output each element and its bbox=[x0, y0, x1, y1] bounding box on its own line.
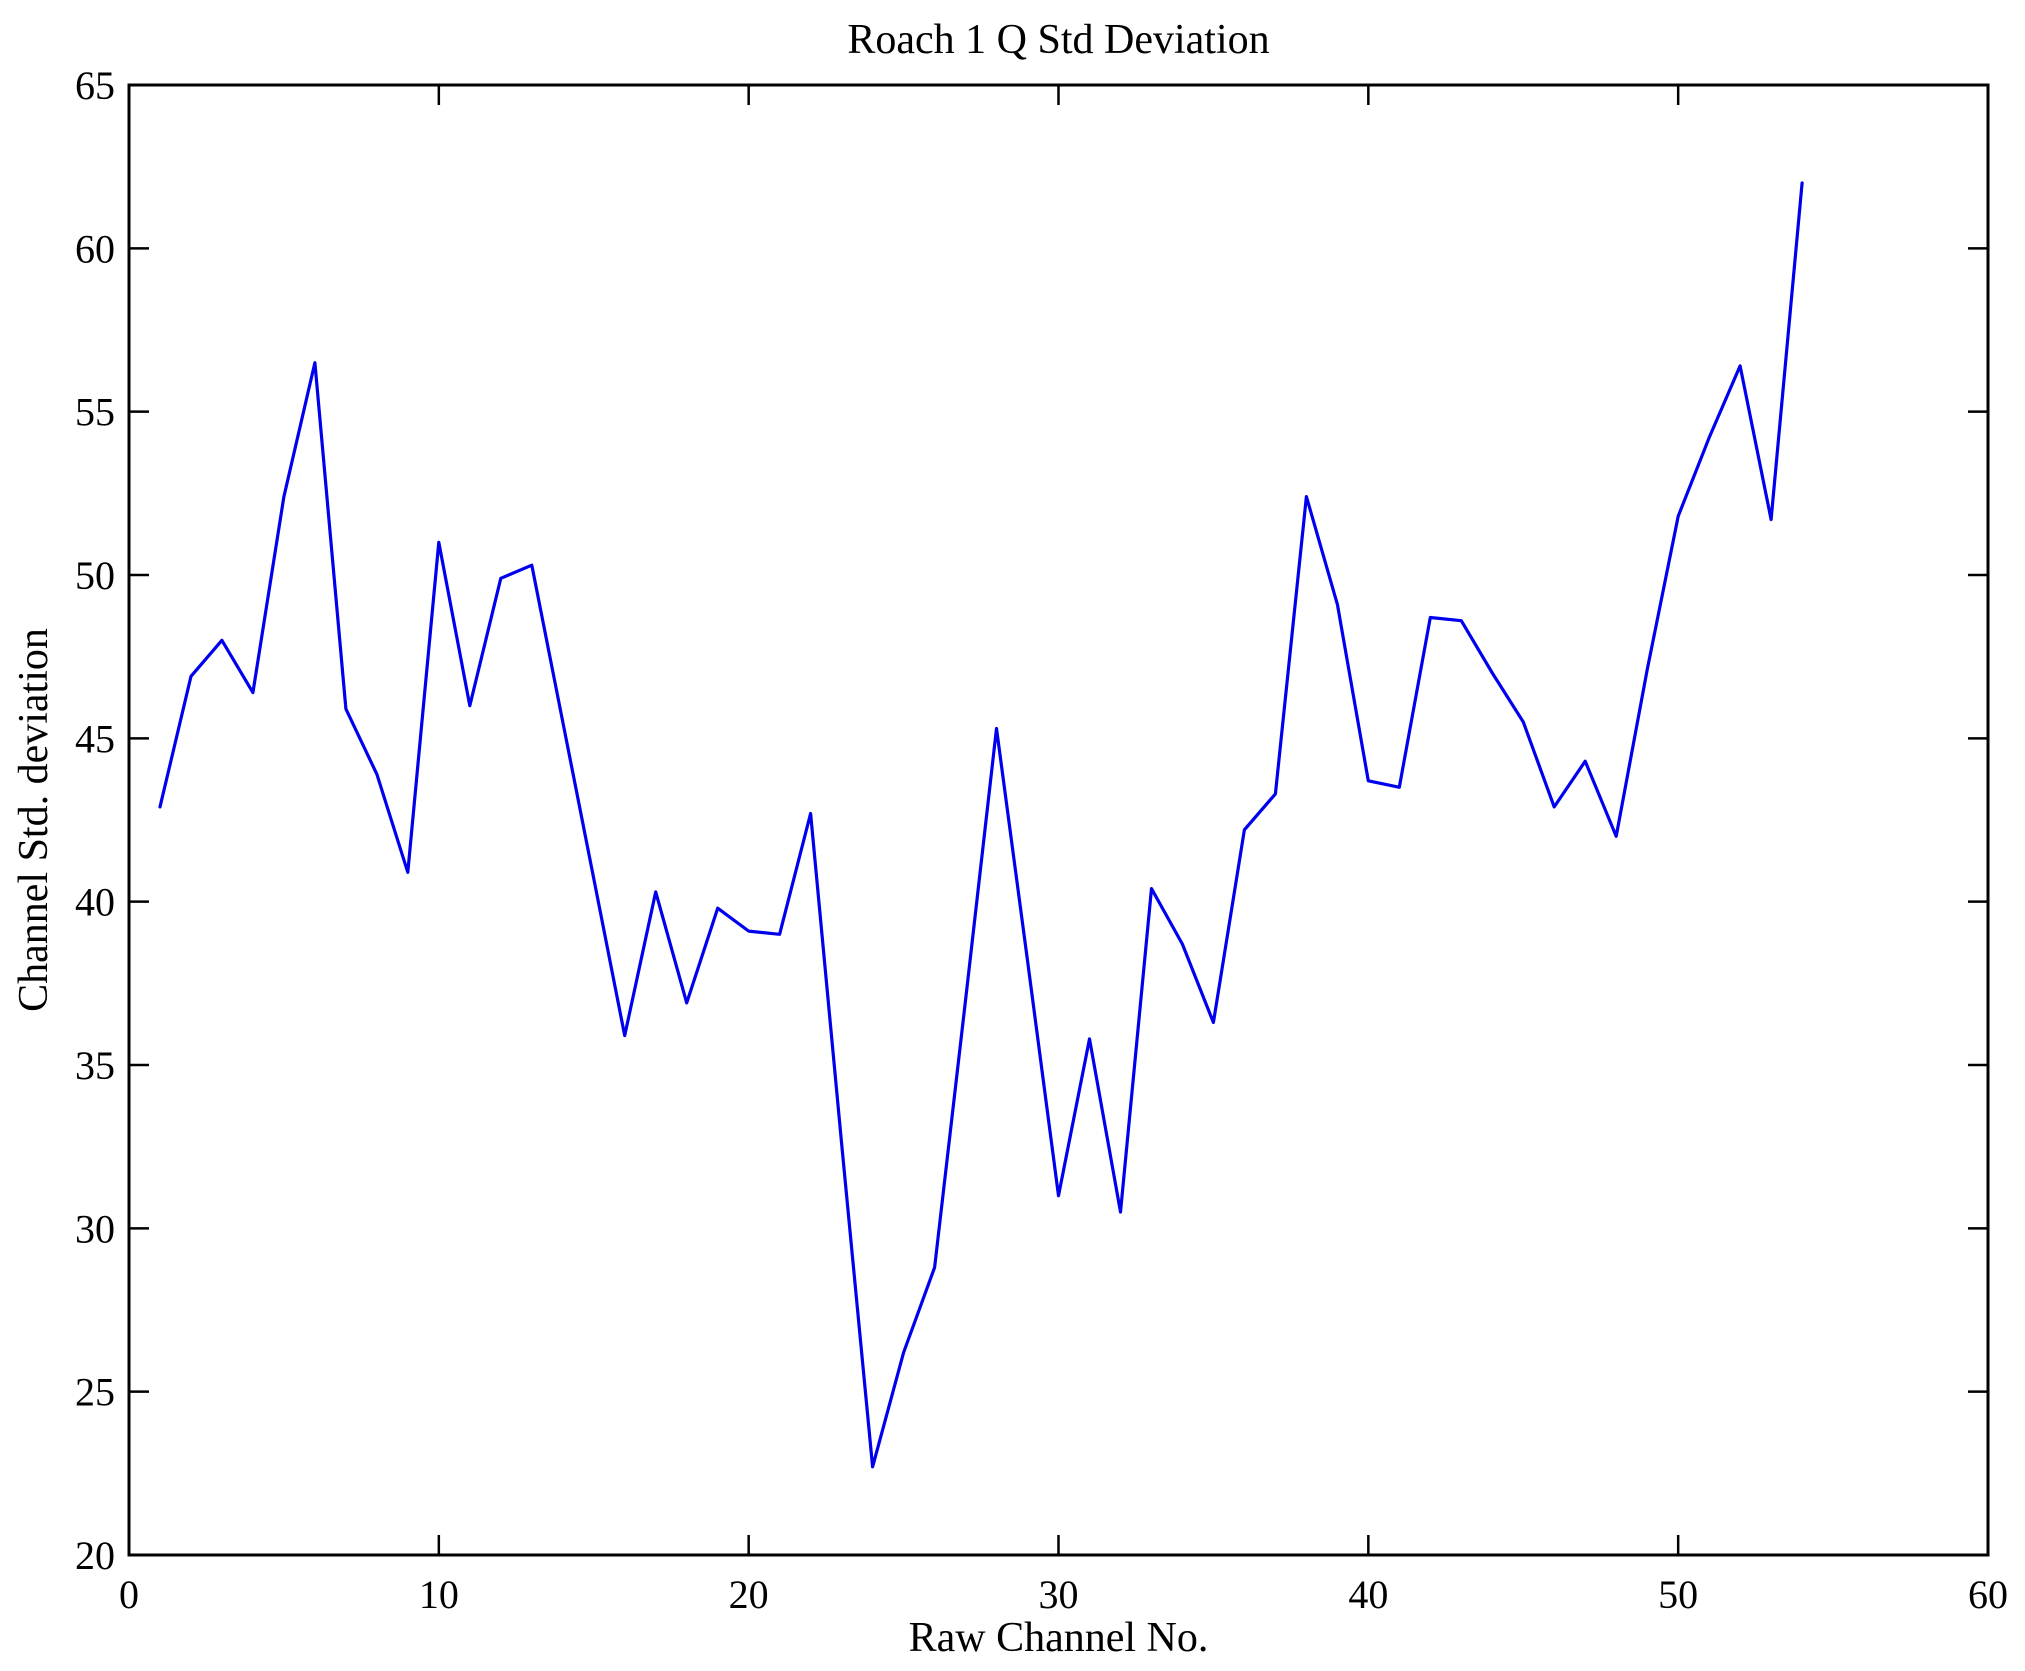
y-axis-label: Channel Std. deviation bbox=[11, 628, 57, 1012]
x-tick-label: 10 bbox=[419, 1572, 459, 1617]
chart-title: Roach 1 Q Std Deviation bbox=[847, 17, 1270, 63]
x-tick-label: 60 bbox=[1968, 1572, 2008, 1617]
x-tick-label: 20 bbox=[729, 1572, 769, 1617]
y-tick-label: 60 bbox=[75, 226, 115, 271]
x-tick-label: 0 bbox=[119, 1572, 139, 1617]
y-tick-label: 40 bbox=[75, 880, 115, 925]
y-tick-label: 45 bbox=[75, 716, 115, 761]
x-tick-label: 30 bbox=[1039, 1572, 1079, 1617]
x-axis-label: Raw Channel No. bbox=[908, 1615, 1209, 1661]
y-tick-label: 30 bbox=[75, 1206, 115, 1251]
y-tick-label: 55 bbox=[75, 390, 115, 435]
plot-frame bbox=[127, 83, 1990, 1557]
y-tick-label: 65 bbox=[75, 63, 115, 108]
y-tick-label: 50 bbox=[75, 553, 115, 598]
y-tick-label: 20 bbox=[75, 1533, 115, 1578]
x-tick-label: 40 bbox=[1348, 1572, 1388, 1617]
data-line bbox=[158, 181, 1804, 1469]
y-tick-label: 35 bbox=[75, 1043, 115, 1088]
y-tick-label: 25 bbox=[75, 1370, 115, 1415]
x-tick-label: 50 bbox=[1658, 1572, 1698, 1617]
